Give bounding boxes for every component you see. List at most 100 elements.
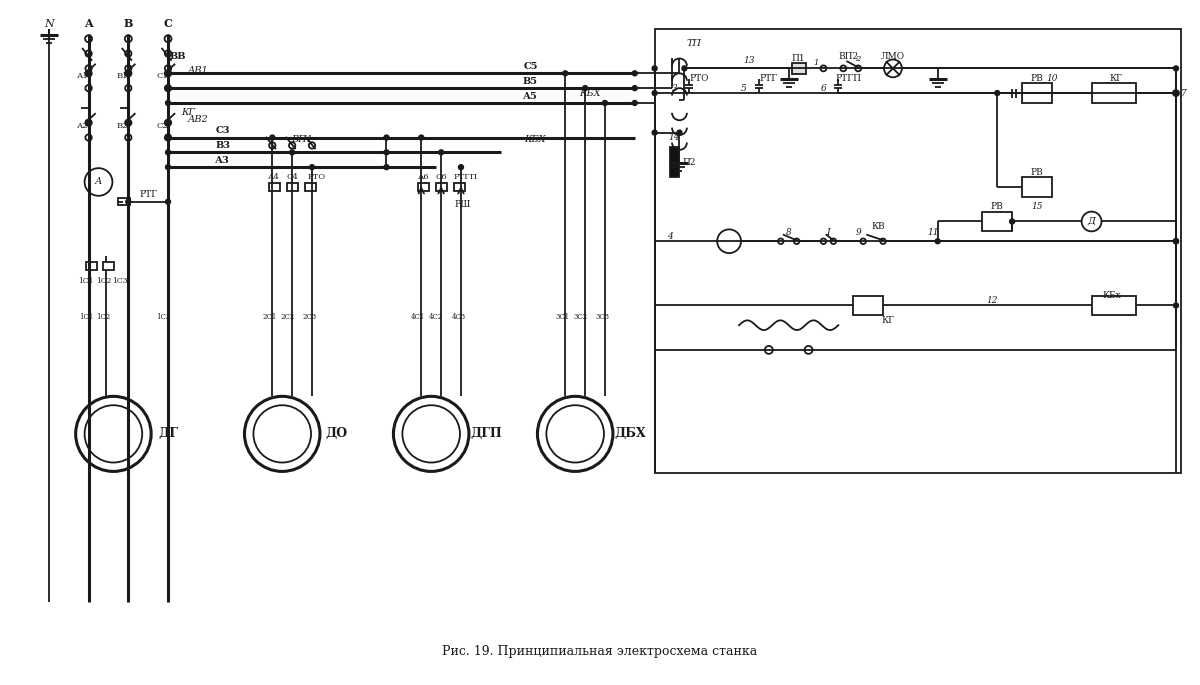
Text: Д: Д — [1087, 217, 1096, 226]
Text: С2: С2 — [156, 122, 168, 129]
Circle shape — [85, 406, 143, 462]
Circle shape — [1081, 212, 1102, 232]
Text: 1С1: 1С1 — [78, 277, 94, 285]
Circle shape — [995, 90, 1000, 95]
Text: 4: 4 — [667, 232, 672, 241]
Text: 1С3: 1С3 — [113, 277, 128, 285]
Text: 11: 11 — [926, 228, 938, 237]
Circle shape — [164, 36, 172, 42]
Circle shape — [602, 101, 607, 105]
Text: ВП1: ВП1 — [292, 135, 313, 144]
Circle shape — [166, 71, 170, 76]
Circle shape — [85, 85, 91, 91]
Circle shape — [682, 66, 686, 71]
Text: КВ: КВ — [871, 222, 884, 231]
Circle shape — [166, 135, 170, 140]
Text: 13: 13 — [743, 56, 755, 65]
Text: АВ2: АВ2 — [187, 115, 208, 124]
Text: А6: А6 — [418, 173, 430, 181]
Text: Рис. 19. Принципиальная электросхема станка: Рис. 19. Принципиальная электросхема ста… — [443, 645, 757, 658]
Circle shape — [125, 70, 132, 77]
Circle shape — [856, 65, 862, 71]
Bar — [85, 262, 96, 270]
Circle shape — [164, 70, 172, 77]
Text: ТП: ТП — [686, 39, 702, 48]
Circle shape — [85, 36, 92, 42]
Text: С1: С1 — [156, 73, 168, 80]
Text: 15: 15 — [1031, 202, 1043, 211]
Circle shape — [85, 120, 91, 126]
Text: ДО: ДО — [325, 427, 348, 440]
Circle shape — [253, 406, 311, 462]
Text: А4: А4 — [269, 173, 281, 181]
Bar — [655, 29, 1181, 473]
Text: 2С1: 2С1 — [262, 313, 276, 321]
Circle shape — [830, 238, 836, 244]
Circle shape — [270, 135, 275, 140]
Text: 4С2: 4С2 — [430, 313, 443, 321]
Circle shape — [166, 121, 170, 125]
Text: 2С3: 2С3 — [302, 313, 317, 321]
Circle shape — [538, 397, 613, 471]
Text: РВ: РВ — [1031, 168, 1043, 177]
Circle shape — [1009, 219, 1015, 224]
Text: КГ: КГ — [882, 316, 894, 325]
Text: 7: 7 — [1181, 88, 1187, 97]
Circle shape — [166, 164, 170, 170]
Text: 9: 9 — [856, 228, 862, 237]
Text: 14: 14 — [668, 133, 680, 142]
Text: N: N — [44, 19, 54, 29]
Text: 3С2: 3С2 — [574, 313, 587, 321]
Circle shape — [384, 164, 389, 170]
Text: 4С3: 4С3 — [452, 313, 466, 321]
Circle shape — [164, 134, 172, 140]
Circle shape — [821, 65, 827, 71]
Bar — [853, 296, 883, 315]
Circle shape — [164, 85, 172, 91]
Circle shape — [384, 135, 389, 140]
Circle shape — [166, 71, 170, 76]
Text: А2: А2 — [77, 122, 89, 129]
Circle shape — [308, 142, 316, 149]
Text: 2: 2 — [856, 55, 860, 64]
Circle shape — [718, 229, 742, 253]
Text: I: I — [827, 228, 830, 237]
Text: А5: А5 — [523, 92, 538, 101]
Bar — [1092, 296, 1136, 315]
Text: 4С1: 4С1 — [412, 313, 425, 321]
Circle shape — [384, 150, 389, 155]
Circle shape — [166, 150, 170, 155]
Text: С4: С4 — [287, 173, 298, 181]
Text: РВ: РВ — [1031, 74, 1043, 83]
Text: В2: В2 — [116, 122, 127, 129]
Circle shape — [126, 121, 131, 125]
Bar — [287, 183, 298, 190]
Circle shape — [821, 238, 827, 244]
Circle shape — [632, 86, 637, 90]
Text: ДГ: ДГ — [158, 427, 178, 440]
Circle shape — [778, 238, 784, 244]
Text: ДБХ: ДБХ — [614, 427, 646, 440]
Text: 1С2: 1С2 — [96, 277, 112, 285]
Circle shape — [652, 90, 658, 95]
Circle shape — [804, 346, 812, 354]
Text: В1: В1 — [116, 73, 128, 80]
Bar — [1022, 177, 1052, 197]
Text: 1: 1 — [814, 60, 820, 67]
Circle shape — [164, 120, 172, 126]
Circle shape — [125, 51, 132, 57]
Bar — [436, 183, 448, 190]
Circle shape — [85, 51, 91, 57]
Bar — [670, 147, 679, 177]
Circle shape — [764, 346, 773, 354]
Text: П1: П1 — [792, 54, 805, 63]
Circle shape — [269, 142, 276, 149]
Text: 3: 3 — [672, 84, 677, 92]
Text: А1: А1 — [77, 73, 89, 80]
Circle shape — [1174, 303, 1178, 308]
Bar — [1022, 83, 1052, 103]
Circle shape — [458, 164, 463, 170]
Text: КГ: КГ — [181, 108, 194, 117]
Circle shape — [419, 135, 424, 140]
Circle shape — [439, 150, 444, 155]
